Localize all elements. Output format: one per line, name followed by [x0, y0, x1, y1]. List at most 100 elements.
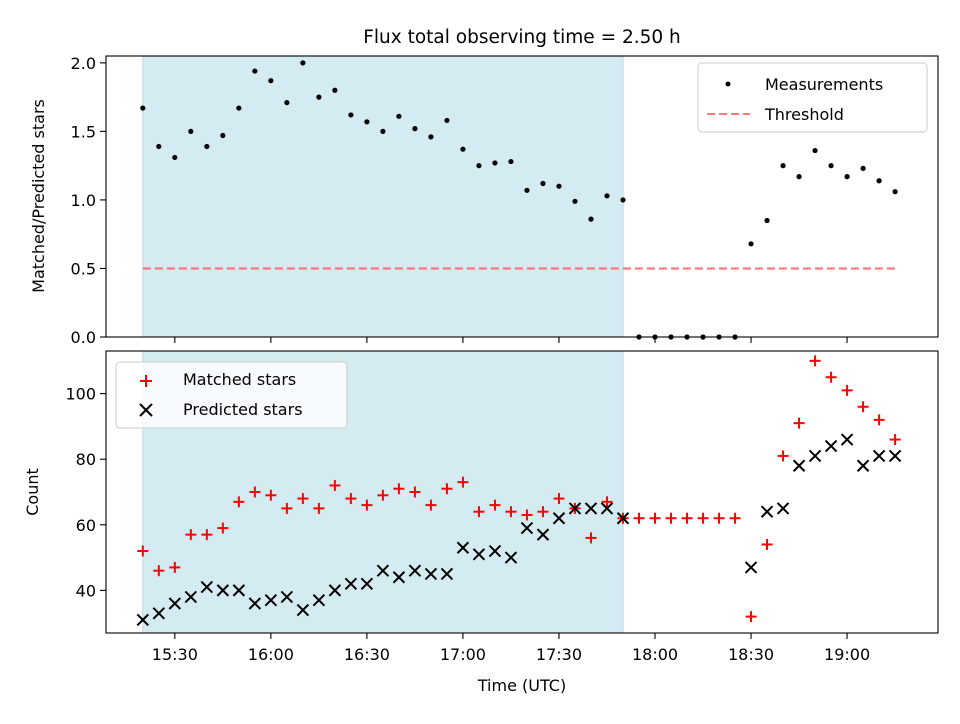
count-panel-marks [136, 355, 902, 627]
measurement-point [284, 100, 290, 106]
predicted-stars-point [296, 603, 310, 617]
measurement-point [188, 128, 194, 134]
predicted-stars-point [792, 459, 806, 472]
x-tick-label: 18:00 [632, 645, 678, 664]
matched-stars-point [681, 512, 693, 524]
measurement-point [300, 60, 306, 66]
y-tick-label: 60 [76, 516, 96, 535]
matched-stars-point [185, 529, 197, 541]
predicted-stars-point [504, 551, 518, 564]
matched-stars-point [425, 499, 437, 511]
predicted-stars-point [744, 561, 758, 574]
legend-threshold-label: Threshold [764, 105, 844, 124]
measurement-point [236, 105, 242, 111]
predicted-stars-point [584, 502, 598, 515]
x-tick-label: 15:30 [152, 645, 198, 664]
measurement-point [780, 163, 786, 169]
count-panel-x-ticks: 15:30 16:00 16:30 17:00 17:30 18:00 18:30 19:00 [152, 633, 870, 664]
predicted-stars-point [232, 584, 246, 597]
measurement-point [380, 128, 386, 134]
ratio-panel-y-ticks: 0.0 0.5 1.0 1.5 2.0 [71, 54, 106, 347]
y-tick-label: 0.0 [71, 328, 96, 347]
matched-stars-point [345, 493, 357, 505]
predicted-stars-point [856, 459, 870, 472]
measurement-point [508, 158, 514, 165]
predicted-stars-point [520, 521, 534, 535]
observing-window-shade [142, 55, 624, 338]
predicted-stars-point [456, 541, 470, 554]
predicted-stars-point [760, 505, 774, 518]
matched-stars-point [361, 499, 373, 511]
legend-measurements-marker [725, 81, 731, 87]
predicted-stars-point [328, 584, 342, 597]
measurement-point [476, 163, 482, 169]
matched-stars-point [377, 489, 389, 501]
predicted-stars-point [424, 567, 438, 581]
predicted-stars-point [376, 564, 390, 577]
matched-stars-point [873, 414, 885, 426]
count-legend: Matched stars Predicted stars [115, 361, 348, 429]
predicted-stars-point [312, 594, 326, 607]
measurement-point [364, 119, 370, 125]
measurement-point [332, 87, 338, 93]
measurement-point [524, 187, 530, 193]
measurement-point [764, 217, 770, 224]
y-tick-label: 40 [76, 581, 96, 600]
matched-stars-point [217, 522, 229, 534]
measurement-point [860, 165, 866, 171]
predicted-stars-point [616, 512, 630, 525]
predicted-stars-point [136, 613, 150, 627]
predicted-stars-point [568, 502, 582, 515]
ratio-legend-box [697, 62, 928, 133]
measurement-point [604, 193, 610, 199]
predicted-stars-point [200, 580, 214, 594]
ratio-y-axis-label: Matched/Predicted stars [29, 99, 48, 293]
matched-stars-point [441, 483, 453, 495]
matched-stars-point [153, 565, 165, 577]
count-panel-y-ticks: 40 60 80 100 [65, 385, 106, 600]
matched-stars-point [777, 450, 789, 462]
measurement-point [492, 160, 498, 166]
matched-stars-point [505, 506, 517, 518]
measurement-point [620, 197, 626, 203]
measurement-point [572, 198, 578, 204]
measurement-point [796, 174, 802, 180]
predicted-stars-point [840, 433, 854, 446]
y-tick-label: 80 [76, 450, 96, 469]
predicted-stars-point [488, 544, 502, 558]
y-tick-label: 0.5 [71, 259, 96, 278]
count-panel: 40 60 80 100 15:30 16:00 16:30 17:00 17:30 18:00… [23, 350, 939, 664]
measurement-point [748, 241, 754, 247]
matched-stars-point [473, 506, 485, 518]
predicted-stars-point [872, 449, 886, 463]
predicted-stars-point [824, 439, 838, 453]
matched-stars-point [281, 502, 293, 514]
predicted-stars-point [152, 607, 166, 620]
matched-stars-point [697, 512, 709, 524]
ratio-panel-marks [140, 60, 898, 340]
predicted-stars-point [216, 584, 230, 597]
measurement-point [540, 180, 546, 187]
y-tick-label: 100 [65, 385, 96, 404]
ratio-legend: Measurements Threshold [697, 62, 928, 133]
ratio-panel: 0.00.51.01.52.0 Matched/Predicted stars … [29, 54, 939, 347]
measurement-point [348, 112, 354, 118]
matched-stars-point [585, 532, 597, 544]
predicted-stars-point [888, 449, 902, 463]
x-tick-label: 16:00 [248, 645, 294, 664]
matched-stars-point [713, 512, 725, 524]
matched-stars-point [841, 384, 853, 396]
y-tick-label: 1.0 [71, 191, 96, 210]
predicted-stars-point [344, 577, 358, 591]
measurement-point [828, 163, 834, 169]
matched-stars-point [729, 512, 741, 524]
count-y-axis-label: Count [23, 468, 42, 516]
matched-stars-point [601, 496, 613, 508]
matched-stars-point [457, 476, 469, 488]
measurement-point [156, 143, 162, 150]
measurement-point [428, 134, 434, 140]
x-tick-label: 19:00 [824, 645, 870, 664]
matched-stars-point [249, 486, 261, 498]
predicted-stars-point [536, 528, 550, 541]
matched-stars-point [857, 401, 869, 413]
